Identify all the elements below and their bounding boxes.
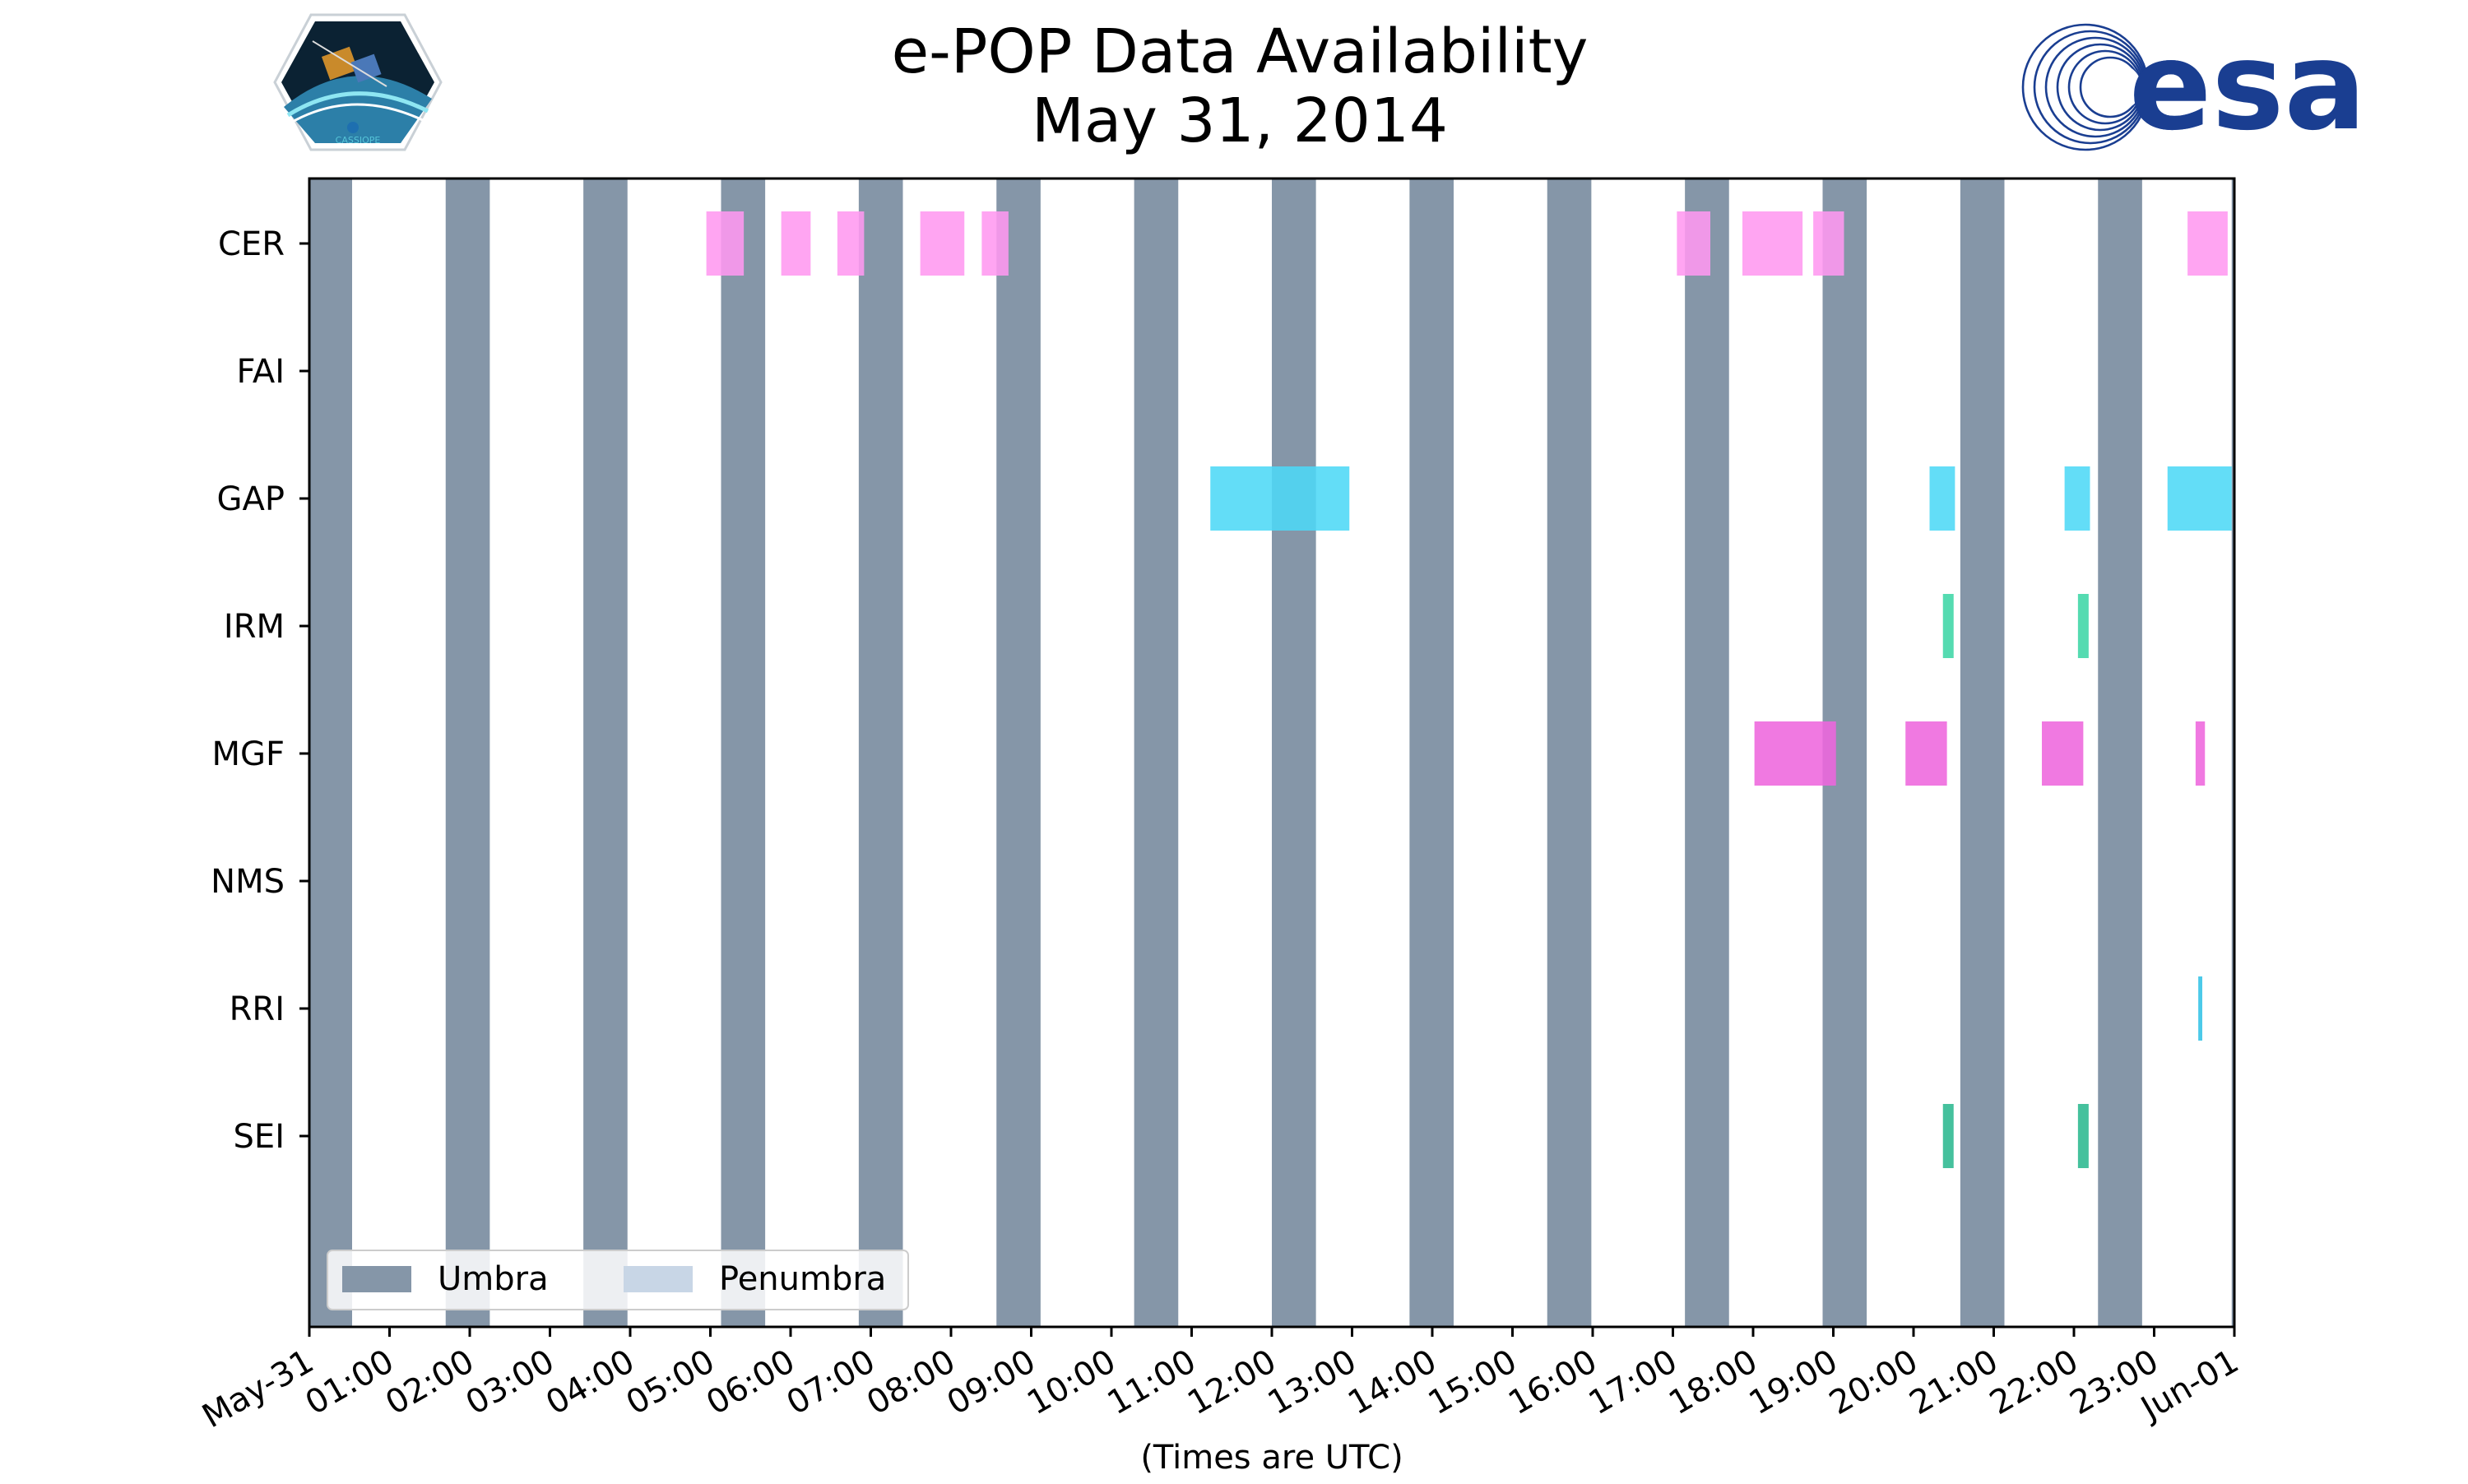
umbra-band (1409, 179, 1454, 1327)
availability-bar-sei (1942, 1104, 1954, 1168)
legend: Umbra Penumbra (327, 1250, 909, 1310)
x-axis: May-3101:0002:0003:0004:0005:0006:0007:0… (196, 1327, 2245, 1435)
umbra-band (1134, 179, 1179, 1327)
x-tick-label: 19:00 (1743, 1343, 1844, 1422)
x-tick-label: 12:00 (1181, 1343, 1283, 1422)
chart-subtitle: May 31, 2014 (1032, 86, 1448, 156)
y-tick-label: SEI (234, 1118, 285, 1156)
availability-bar-rri (2198, 976, 2202, 1041)
x-axis-label: (Times are UTC) (1140, 1439, 1403, 1477)
esa-logo-text: esa (2129, 16, 2366, 157)
umbra-band (1960, 179, 2005, 1327)
availability-bar-cer (1677, 211, 1710, 276)
y-axis: CER FAI GAP IRM MGF NMS RRI SEI (211, 225, 309, 1156)
umbra-band (445, 179, 490, 1327)
availability-bar-mgf (1754, 721, 1836, 786)
umbra-band (2231, 179, 2234, 1327)
availability-bar-cer (920, 211, 965, 276)
x-tick-label: 20:00 (1823, 1343, 1924, 1422)
x-tick-label: 16:00 (1502, 1343, 1603, 1422)
x-tick-label: 13:00 (1262, 1343, 1363, 1422)
availability-bar-cer (781, 211, 811, 276)
availability-bars (706, 211, 2232, 1168)
y-tick-label: NMS (211, 863, 285, 901)
x-tick-label: 18:00 (1663, 1343, 1764, 1422)
availability-bar-gap (1210, 466, 1350, 531)
y-tick-label: RRI (230, 990, 285, 1028)
legend-penumbra-swatch (624, 1266, 693, 1292)
availability-bar-mgf (1905, 721, 1947, 786)
legend-penumbra-label: Penumbra (719, 1260, 886, 1298)
x-tick-label: 01:00 (299, 1343, 401, 1422)
availability-bar-mgf (2042, 721, 2084, 786)
chart-title: e-POP Data Availability (892, 16, 1589, 87)
umbra-bands (309, 179, 2234, 1327)
umbra-band (858, 179, 903, 1327)
x-tick-label: 10:00 (1021, 1343, 1122, 1422)
umbra-band (2098, 179, 2142, 1327)
availability-bar-cer (706, 211, 745, 276)
y-tick-label: CER (218, 225, 285, 263)
legend-box (327, 1250, 909, 1310)
y-tick-label: GAP (217, 480, 285, 518)
umbra-band (309, 179, 352, 1327)
y-tick-label: MGF (211, 735, 285, 773)
x-tick-label: 22:00 (1983, 1343, 2085, 1422)
x-tick-label: 08:00 (861, 1343, 962, 1422)
availability-bar-irm (2077, 594, 2089, 658)
esa-logo-e: e (2129, 16, 2211, 157)
availability-bar-sei (2077, 1104, 2089, 1168)
x-tick-label: 06:00 (700, 1343, 801, 1422)
availability-bar-irm (1942, 594, 1954, 658)
umbra-band (996, 179, 1041, 1327)
availability-bar-gap (1929, 466, 1955, 531)
x-tick-label: 15:00 (1422, 1343, 1524, 1422)
availability-bar-cer (1742, 211, 1803, 276)
umbra-band (1685, 179, 1729, 1327)
umbra-band (721, 179, 766, 1327)
legend-umbra-label: Umbra (438, 1260, 549, 1298)
x-tick-label: 05:00 (620, 1343, 721, 1422)
availability-bar-cer (2187, 211, 2228, 276)
y-tick-label: FAI (237, 353, 285, 391)
legend-umbra-swatch (342, 1266, 411, 1292)
x-tick-label: 11:00 (1102, 1343, 1203, 1422)
x-tick-label: 02:00 (379, 1343, 480, 1422)
y-tick-label: IRM (224, 608, 285, 646)
x-tick-label: 03:00 (460, 1343, 561, 1422)
x-tick-label: 04:00 (540, 1343, 641, 1422)
umbra-band (1547, 179, 1592, 1327)
availability-bar-cer (837, 211, 865, 276)
x-tick-label: 09:00 (941, 1343, 1042, 1422)
umbra-band (1272, 179, 1316, 1327)
x-tick-label: 14:00 (1342, 1343, 1443, 1422)
esa-logo: e esa (2021, 16, 2366, 157)
availability-bar-cer (1813, 211, 1844, 276)
x-tick-label: 07:00 (781, 1343, 882, 1422)
availability-bar-gap (2064, 466, 2090, 531)
availability-bar-mgf (2195, 721, 2206, 786)
cassiope-logo: CASSIOPE (273, 13, 443, 151)
x-tick-label: 17:00 (1583, 1343, 1684, 1422)
availability-bar-gap (2167, 466, 2232, 531)
cassiope-logo-text: CASSIOPE (336, 135, 381, 146)
availability-bar-cer (981, 211, 1009, 276)
x-tick-label: 21:00 (1904, 1343, 2005, 1422)
umbra-band (583, 179, 628, 1327)
